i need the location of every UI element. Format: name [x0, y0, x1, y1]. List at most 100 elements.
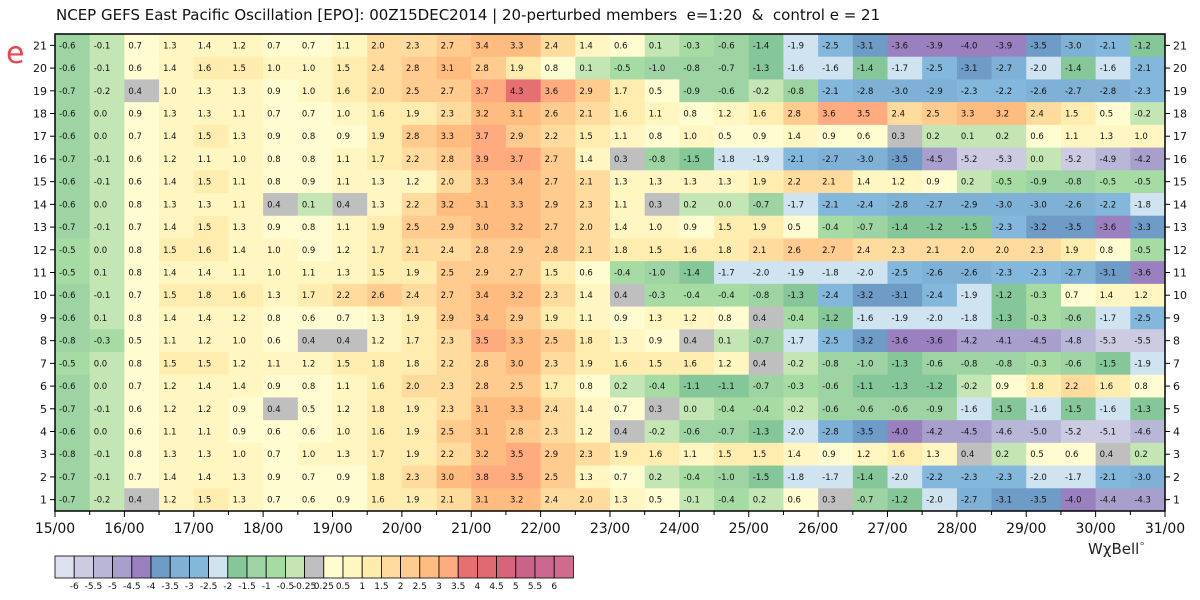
heatmap-cell — [1060, 34, 1097, 58]
cell-value-label: -1.6 — [1100, 405, 1117, 415]
cell-value-label: 0.2 — [996, 450, 1010, 460]
x-tick-label: 26/00 — [798, 521, 838, 537]
heatmap-cell — [991, 283, 1027, 308]
heatmap-cell — [401, 283, 438, 308]
cell-value-label: -0.6 — [926, 359, 943, 369]
cell-value-label: -2.0 — [787, 428, 804, 438]
y-axis-label: e — [6, 36, 25, 71]
heatmap-cell — [610, 465, 646, 489]
cell-value-label: -4.2 — [926, 428, 943, 438]
cell-value-label: -0.7 — [718, 428, 735, 438]
heatmap-cell — [1130, 465, 1166, 489]
heatmap-cell — [748, 397, 784, 421]
heatmap-cell — [1095, 34, 1131, 58]
cell-value-label: -0.5 — [614, 64, 631, 74]
cell-value-label: 1.1 — [267, 359, 281, 369]
heatmap-cell — [887, 397, 923, 421]
cell-value-label: -1.1 — [857, 382, 874, 392]
cell-value-label: 0.8 — [649, 132, 663, 142]
cell-value-label: 3.9 — [475, 155, 489, 165]
cell-value-label: 1.1 — [649, 110, 663, 120]
colorbar-tick-label: 3 — [436, 582, 442, 592]
heatmap-cell — [89, 352, 125, 376]
heatmap-cell — [159, 215, 195, 239]
heatmap-cell — [89, 56, 125, 80]
cell-value-label: 0.6 — [128, 155, 142, 165]
cell-value-label: -2.5 — [1134, 314, 1151, 324]
heatmap-cell — [193, 215, 229, 239]
heatmap-cell — [1130, 488, 1166, 512]
cell-value-label: 1.2 — [406, 178, 420, 188]
cell-value-label: -0.5 — [59, 359, 76, 369]
heatmap-cell — [401, 56, 438, 80]
heatmap-cell — [991, 238, 1027, 262]
heatmap-cell — [748, 374, 784, 398]
heatmap-cell — [852, 147, 888, 171]
heatmap-cell — [644, 56, 680, 80]
cell-value-label: 1.6 — [649, 450, 663, 460]
y-tick-label: 20 — [1173, 62, 1187, 75]
cell-value-label: 1.9 — [579, 359, 593, 369]
heatmap-cell — [228, 124, 264, 149]
heatmap-cell — [332, 56, 368, 80]
heatmap-cell — [644, 420, 680, 444]
cell-value-label: 0.8 — [545, 64, 559, 74]
heatmap-cell — [852, 56, 888, 80]
heatmap-cell — [610, 238, 646, 262]
cell-value-label: 0.9 — [753, 132, 767, 142]
cell-value-label: -4.5 — [961, 428, 978, 438]
cell-value-label: 1.9 — [753, 223, 767, 233]
cell-value-label: 2.1 — [926, 246, 940, 256]
cell-value-label: 0.6 — [787, 496, 801, 506]
cell-value-label: 3.5 — [510, 473, 524, 483]
heatmap-cell — [887, 329, 923, 353]
cell-value-label: 2.9 — [441, 314, 455, 324]
heatmap-cell — [1130, 329, 1166, 353]
cell-value-label: -3.0 — [1134, 473, 1151, 483]
cell-value-label: 0.9 — [649, 337, 663, 347]
cell-value-label: 1.9 — [371, 223, 385, 233]
heatmap-cell — [714, 261, 750, 285]
y-tick-label: 16 — [1173, 153, 1187, 166]
cell-value-label: 1.6 — [371, 428, 385, 438]
heatmap-cell — [436, 193, 472, 217]
heatmap-cell — [644, 215, 680, 239]
cell-value-label: -0.5 — [996, 178, 1013, 188]
heatmap-cell — [610, 397, 646, 421]
heatmap-cell — [55, 147, 91, 171]
cell-value-label: 1.5 — [198, 359, 212, 369]
heatmap-cell — [297, 34, 333, 58]
heatmap-cell — [263, 79, 299, 103]
cell-value-label: -0.2 — [1134, 110, 1151, 120]
heatmap-cell — [540, 329, 576, 353]
heatmap-cell — [193, 147, 229, 171]
heatmap-cell — [436, 306, 472, 330]
cell-value-label: -0.6 — [59, 64, 76, 74]
cell-value-label: 3.6 — [545, 87, 559, 97]
heatmap-cell — [956, 261, 993, 285]
heatmap-cell — [332, 102, 368, 126]
cell-value-label: 3.3 — [961, 110, 975, 120]
heatmap-cell — [332, 34, 368, 58]
cell-value-label: 1.1 — [198, 428, 212, 438]
heatmap-cell — [887, 352, 923, 376]
cell-value-label: -2.0 — [857, 269, 874, 279]
cell-value-label: 0.8 — [267, 178, 281, 188]
cell-value-label: -1.0 — [857, 359, 874, 369]
cell-value-label: 0.8 — [1100, 246, 1114, 256]
cell-value-label: -0.1 — [94, 41, 111, 51]
heatmap-cell — [1130, 420, 1166, 444]
heatmap-cell — [193, 374, 229, 398]
cell-value-label: -1.9 — [787, 41, 804, 51]
heatmap-cell — [505, 124, 542, 149]
cell-value-label: -0.2 — [649, 428, 666, 438]
cell-value-label: 2.3 — [545, 359, 559, 369]
colorbar-tick-label: 2 — [398, 582, 404, 592]
cell-value-label: -0.3 — [1030, 359, 1047, 369]
cell-value-label: -0.7 — [857, 496, 874, 506]
y-tick-label: 5 — [1173, 403, 1180, 416]
heatmap-cell — [124, 397, 160, 421]
cell-value-label: 3.4 — [475, 41, 489, 51]
y-tick-label: 4 — [40, 426, 47, 439]
heatmap-cell — [887, 488, 923, 512]
